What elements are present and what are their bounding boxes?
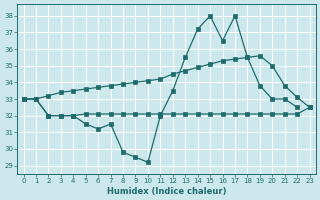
- X-axis label: Humidex (Indice chaleur): Humidex (Indice chaleur): [107, 187, 226, 196]
